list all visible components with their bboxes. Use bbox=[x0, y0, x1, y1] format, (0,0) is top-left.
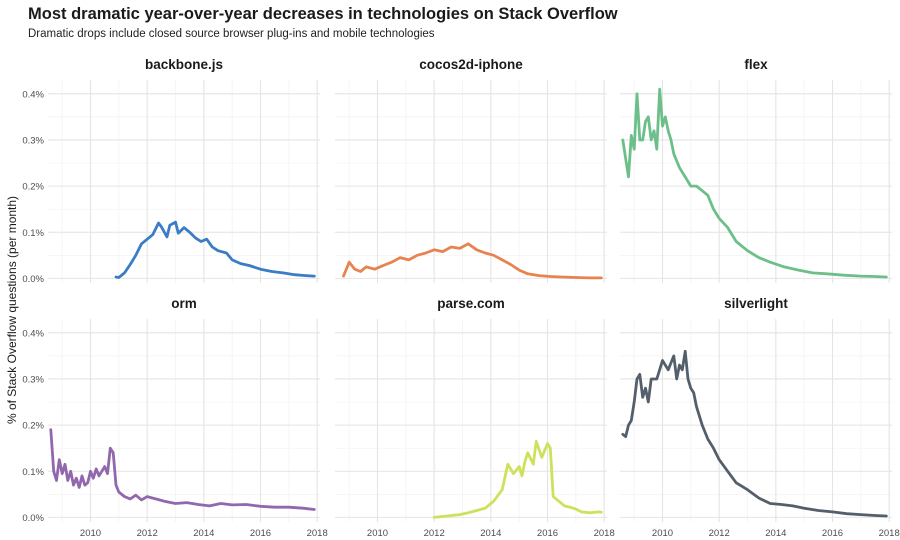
facet-label: silverlight bbox=[724, 296, 788, 311]
facet-label: parse.com bbox=[437, 296, 505, 311]
series-line-silverlight bbox=[621, 349, 888, 518]
series-line-cocos2d-iphone bbox=[342, 242, 603, 280]
y-tick-label: 0.1% bbox=[22, 467, 44, 478]
y-axis-title: % of Stack Overflow questions (per month… bbox=[5, 196, 19, 424]
x-tick-label: 2010 bbox=[367, 528, 388, 539]
x-tick-label: 2018 bbox=[594, 528, 615, 539]
x-tick-label: 2016 bbox=[822, 528, 843, 539]
y-tick-label: 0.0% bbox=[22, 274, 44, 285]
x-tick-label: 2018 bbox=[879, 528, 900, 539]
series-line-backbone-js bbox=[114, 220, 316, 279]
x-tick-label: 2014 bbox=[765, 528, 786, 539]
facet-panel-orm: orm 0.0% 0.1% 0.2% 0.3% 0.4% 2010 2012 2014 2016 2… bbox=[22, 296, 327, 539]
x-tick-label: 2018 bbox=[307, 528, 328, 539]
x-tick-label: 2010 bbox=[652, 528, 673, 539]
facet-label: orm bbox=[171, 296, 197, 311]
series-line-parse-com bbox=[432, 439, 603, 519]
y-tick-label: 0.3% bbox=[22, 374, 44, 385]
facet-label: flex bbox=[744, 57, 768, 72]
y-tick-label: 0.3% bbox=[22, 135, 44, 146]
x-tick-label: 2014 bbox=[480, 528, 501, 539]
y-tick-label: 0.0% bbox=[22, 513, 44, 524]
x-tick-label: 2016 bbox=[250, 528, 271, 539]
series-line-flex bbox=[621, 87, 888, 279]
x-tick-label: 2010 bbox=[80, 528, 101, 539]
series-line-orm bbox=[49, 428, 316, 511]
y-tick-label: 0.4% bbox=[22, 328, 44, 339]
y-tick-label: 0.1% bbox=[22, 228, 44, 239]
x-tick-label: 2012 bbox=[709, 528, 730, 539]
facet-label: backbone.js bbox=[145, 57, 223, 72]
y-tick-label: 0.2% bbox=[22, 421, 44, 432]
facet-panel-parse-com: parse.com 2010 2012 2014 2016 2018 bbox=[335, 296, 615, 539]
y-tick-label: 0.4% bbox=[22, 89, 44, 100]
y-tick-label: 0.2% bbox=[22, 182, 44, 193]
x-tick-label: 2016 bbox=[537, 528, 558, 539]
x-tick-label: 2012 bbox=[137, 528, 158, 539]
x-tick-label: 2014 bbox=[193, 528, 214, 539]
facet-panel-cocos2d-iphone: cocos2d-iphone bbox=[335, 57, 607, 283]
facet-panel-silverlight: silverlight 2010 2012 2014 2016 2018 bbox=[620, 296, 900, 539]
chart-subtitle: Dramatic drops include closed source bro… bbox=[28, 28, 435, 40]
facet-label: cocos2d-iphone bbox=[419, 57, 523, 72]
facet-panel-flex: flex bbox=[620, 57, 892, 283]
facet-panel-backbone-js: backbone.js 0.0% 0.1% 0.2% 0.3% 0.4% bbox=[22, 57, 320, 285]
x-tick-label: 2012 bbox=[424, 528, 445, 539]
chart-title: Most dramatic year-over-year decreases i… bbox=[28, 5, 618, 23]
